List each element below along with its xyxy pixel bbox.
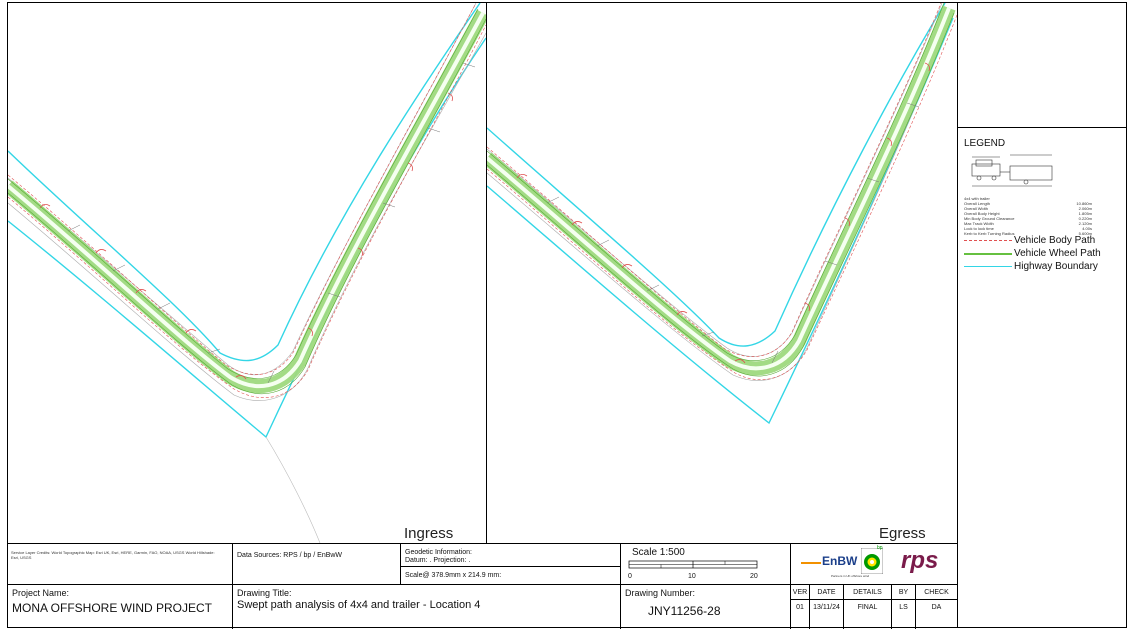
scale-title: Scale 1:500 bbox=[632, 547, 685, 558]
side-column bbox=[957, 3, 958, 628]
panel-divider bbox=[486, 3, 487, 543]
rev-check: DA bbox=[931, 603, 942, 611]
spec-row: Min Body Ground Clearance 0.220m bbox=[964, 216, 1092, 221]
highway-boundary-upper bbox=[487, 3, 946, 347]
drawing-number-label: Drawing Number: bbox=[625, 588, 696, 598]
title-block: Service Layer Credits: World Topographic… bbox=[8, 543, 957, 629]
geodetic-line: Datum: . Projection: . bbox=[405, 557, 471, 564]
rev-date: 13/11/24 bbox=[813, 603, 840, 611]
highway-boundary-lower bbox=[487, 17, 954, 425]
scale-size: Scale@ 378.9mm x 214.9 mm: bbox=[405, 572, 502, 579]
spec-row: Kerb to Kerb Turning Radius 5.600m bbox=[964, 231, 1092, 236]
scale-tick-20: 20 bbox=[750, 573, 758, 580]
legend-title: LEGEND bbox=[964, 138, 1006, 149]
rev-by: LS bbox=[899, 603, 908, 611]
vehicle-name: 4x4 with trailer bbox=[964, 196, 990, 201]
revision-table: VER DATE DETAILS BY CHECK 01 13/11/24 FI… bbox=[791, 585, 957, 629]
rev-header-check: CHECK bbox=[924, 588, 949, 596]
rev-details: FINAL bbox=[857, 603, 878, 611]
spec-row: Overall Body Height 1.805m bbox=[964, 211, 1092, 216]
ingress-label: Ingress bbox=[404, 525, 454, 542]
vehicle-diagram bbox=[971, 154, 1053, 187]
spec-row: Overall Width 2.060m bbox=[964, 206, 1092, 211]
logos: EnBW bp rps Partners in UK offshore wind bbox=[791, 544, 957, 584]
drawing-title-label: Drawing Title: bbox=[237, 588, 292, 598]
side-top-divider bbox=[958, 127, 1126, 128]
data-sources: Data Sources: RPS / bp / EnBwW bbox=[237, 552, 343, 559]
scale-tick-0: 0 bbox=[628, 573, 632, 580]
egress-label: Egress bbox=[879, 525, 926, 542]
bp-logo bbox=[861, 548, 883, 574]
rev-header-ver: VER bbox=[792, 588, 808, 596]
vehicle-specs: Overall Length 10.860m Overall Width 2.060… bbox=[964, 201, 1092, 236]
geodetic-title: Geodetic Information: bbox=[405, 549, 472, 556]
spec-row: Overall Length 10.860m bbox=[964, 201, 1092, 206]
drawing-number: JNY11256-28 bbox=[648, 604, 721, 618]
service-layer-credits: Service Layer Credits: World Topographic… bbox=[11, 550, 215, 560]
spec-row: Max Track Width 2.120m bbox=[964, 221, 1092, 226]
legend: LEGEND 4x4 with trailer Overall Length 10… bbox=[960, 130, 1126, 540]
enbw-logo: EnBW bbox=[822, 554, 858, 568]
drawing-frame bbox=[7, 2, 1127, 628]
logo-tagline: Partners in UK offshore wind bbox=[831, 574, 870, 578]
bp-logo-text: bp bbox=[877, 545, 883, 551]
vehicle-body-path bbox=[8, 4, 476, 375]
project-name-label: Project Name: bbox=[12, 588, 70, 598]
rev-header-date: DATE bbox=[817, 588, 836, 596]
egress-map-panel: Egress bbox=[487, 3, 957, 543]
scale-tick-10: 10 bbox=[688, 573, 696, 580]
legend-item-highway-boundary: Highway Boundary bbox=[964, 261, 1098, 272]
rev-header-by: BY bbox=[898, 588, 909, 596]
drawing-title: Swept path analysis of 4x4 and trailer -… bbox=[237, 599, 481, 611]
rev-ver: 01 bbox=[796, 603, 804, 611]
ingress-map-panel: Ingress bbox=[8, 3, 486, 543]
highway-boundary-upper bbox=[8, 3, 481, 362]
project-name: MONA OFFSHORE WIND PROJECT bbox=[12, 601, 213, 615]
rev-header-details: DETAILS bbox=[853, 588, 882, 596]
rps-logo: rps bbox=[901, 547, 939, 574]
legend-item-wheel-path: Vehicle Wheel Path bbox=[964, 248, 1101, 259]
scale-bar bbox=[628, 560, 758, 569]
spec-row: Lock to lock time 4.00s bbox=[964, 226, 1092, 231]
legend-item-body-path: Vehicle Body Path bbox=[964, 235, 1095, 246]
vehicle-wheel-path bbox=[8, 9, 486, 394]
